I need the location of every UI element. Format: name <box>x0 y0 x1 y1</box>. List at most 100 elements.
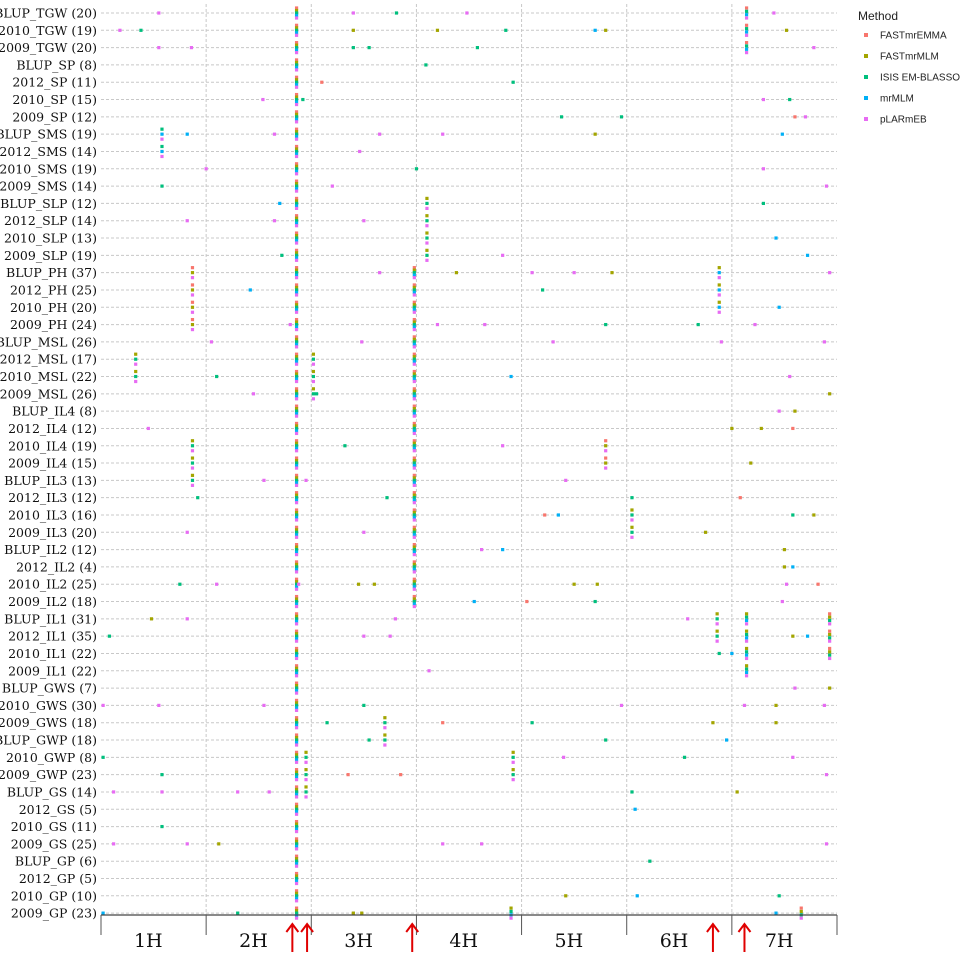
qtn-point <box>749 461 753 465</box>
qtn-point <box>556 513 560 517</box>
qtn-point <box>501 253 505 257</box>
chromosome-label: 7H <box>765 930 794 952</box>
qtn-point <box>190 478 195 482</box>
qtn-point <box>630 496 634 500</box>
qtn-point <box>738 496 742 500</box>
qtn-point <box>294 100 299 104</box>
qtn-point <box>294 392 299 396</box>
qtn-point <box>812 513 816 517</box>
qtn-point <box>412 570 416 574</box>
row-label: 2009_IL4 (15) <box>8 456 97 471</box>
row-label: BLUP_IL2 (12) <box>4 542 97 557</box>
chromosome-label: 2H <box>239 930 268 952</box>
qtn-point <box>294 379 299 384</box>
qtn-point <box>294 253 299 257</box>
qtn-point <box>525 599 529 604</box>
qtn-point <box>190 283 195 287</box>
qtn-point <box>294 327 299 332</box>
qtn-point <box>412 397 416 401</box>
qtn-point <box>294 206 299 211</box>
legend-swatch <box>864 117 868 121</box>
qtn-point <box>824 773 829 777</box>
qtn-point <box>294 862 299 866</box>
qtn-point <box>351 46 355 50</box>
qtn-point <box>744 23 749 27</box>
qtn-point <box>160 127 164 131</box>
qtn-point <box>294 899 299 903</box>
qtn-point <box>425 224 429 228</box>
qtn-point <box>412 362 416 366</box>
x-axis-ticks <box>100 915 838 935</box>
qtn-point <box>294 169 299 173</box>
qtn-point <box>294 31 299 35</box>
qtn-point <box>294 740 299 745</box>
qtn-point <box>304 785 308 789</box>
qtn-point <box>630 513 634 517</box>
chromosome-label: 1H <box>134 930 163 952</box>
qtn-point <box>304 778 308 782</box>
row-label: 2009_GWP (23) <box>0 767 97 782</box>
qtn-point <box>215 582 219 586</box>
qtn-point <box>367 46 371 50</box>
qtn-point <box>134 362 138 366</box>
row-label: 2009_SLP (19) <box>4 248 97 263</box>
qtn-point <box>412 345 416 349</box>
qtn-point <box>294 362 299 366</box>
row-label: 2012_SMS (14) <box>0 144 97 159</box>
qtn-point <box>294 216 299 220</box>
qtn-point <box>294 528 299 532</box>
row-label: 2012_MSL (17) <box>0 352 97 367</box>
qtn-point <box>294 154 299 159</box>
qtn-point <box>294 629 299 633</box>
row-labels: BLUP_TGW (20) 2010_TGW (19) 2009_TGW (20) B… <box>0 6 97 921</box>
qtn-point <box>383 733 387 737</box>
qtn-point <box>715 629 719 633</box>
legend-label: ISIS EM-BLASSO <box>880 73 960 84</box>
qtn-point <box>294 619 299 623</box>
qtn-point <box>294 654 299 658</box>
qtn-point <box>435 28 440 32</box>
qtn-point <box>294 718 299 722</box>
qtn-point <box>412 533 416 537</box>
row-label: 2012_IL4 (12) <box>8 421 97 436</box>
qtn-point <box>280 253 284 257</box>
qtn-point <box>412 271 416 275</box>
qtn-point <box>635 894 639 898</box>
qtn-point <box>294 909 299 913</box>
qtn-point <box>412 387 416 391</box>
qtn-point <box>294 26 299 30</box>
red-arrow-icon <box>300 922 314 952</box>
qtn-point <box>294 515 299 520</box>
row-label: 2010_IL1 (22) <box>8 646 97 661</box>
qtn-point <box>294 597 299 601</box>
qtn-point <box>564 478 568 482</box>
qtn-point <box>294 266 299 270</box>
qtn-point <box>294 463 299 468</box>
qtn-point <box>294 508 299 512</box>
qtn-point <box>803 115 808 119</box>
qtn-point <box>294 553 299 557</box>
qtn-point <box>294 68 299 72</box>
qtn-point <box>294 790 299 794</box>
qtn-point <box>294 204 299 208</box>
qtn-point <box>294 117 299 121</box>
row-label: BLUP_PH (37) <box>6 265 97 280</box>
qtn-point <box>791 634 795 638</box>
qtn-point <box>412 498 416 502</box>
qtn-point <box>294 681 299 685</box>
qtn-point <box>441 842 445 846</box>
qtn-point <box>314 392 319 396</box>
qtn-point <box>294 666 299 670</box>
qtn-point <box>425 206 429 211</box>
qtn-point <box>294 906 299 910</box>
qtn-point <box>412 355 416 359</box>
qtn-point <box>828 622 832 626</box>
qtn-point <box>393 617 397 621</box>
row-label: 2010_GS (11) <box>11 819 97 834</box>
qtn-point <box>782 548 787 552</box>
qtn-point <box>619 115 624 119</box>
qtn-point <box>412 317 416 322</box>
qtn-point <box>604 439 608 443</box>
qtn-point <box>744 615 749 619</box>
qtn-point <box>185 132 189 136</box>
